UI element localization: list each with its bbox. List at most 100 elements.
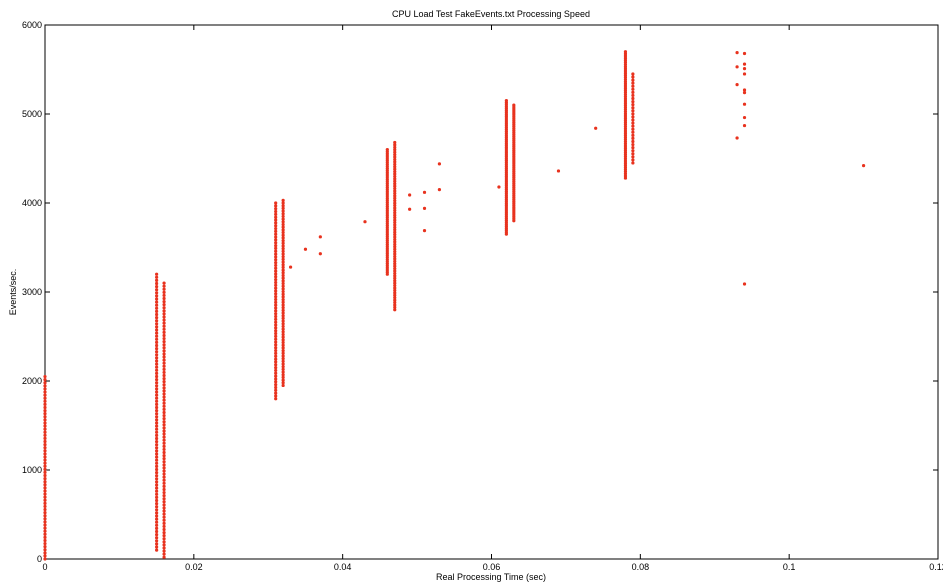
data-point [742, 88, 747, 92]
data-point [393, 308, 397, 312]
data-point [274, 201, 278, 205]
data-point [155, 343, 159, 348]
data-point [43, 390, 47, 394]
data-point [162, 309, 166, 313]
data-point [162, 395, 166, 399]
data-point [274, 309, 278, 313]
data-point [155, 374, 159, 379]
data-point [155, 415, 159, 419]
data-point [43, 378, 47, 382]
data-point [162, 324, 166, 328]
data-point [162, 429, 166, 433]
data-point [631, 158, 635, 162]
data-point [162, 413, 166, 418]
data-point [43, 501, 47, 505]
data-point [162, 336, 166, 341]
data-point [281, 228, 285, 232]
data-point [155, 440, 159, 444]
data-point [393, 271, 397, 276]
data-point [393, 155, 397, 159]
data-point [162, 361, 166, 365]
data-point [281, 351, 285, 355]
data-point [631, 109, 635, 113]
data-point [43, 507, 47, 512]
data-point [393, 225, 397, 229]
data-point [393, 279, 397, 283]
data-point [631, 103, 635, 107]
data-point [623, 50, 628, 54]
data-point [162, 546, 166, 550]
data-point [274, 343, 278, 347]
axis-tick-labels: 0 0.02 0.04 0.06 0.08 0.1 0.12 0 1000 2000 3000 400… [22, 20, 943, 572]
data-point [155, 455, 159, 459]
data-point [281, 198, 285, 202]
data-point [43, 427, 47, 431]
data-point [162, 284, 166, 288]
data-point [274, 289, 278, 293]
data-point [162, 423, 166, 427]
data-point [43, 405, 47, 410]
data-point [162, 318, 166, 322]
data-point [281, 327, 285, 331]
data-point [162, 389, 166, 393]
data-point [43, 464, 47, 468]
data-point [155, 517, 159, 521]
data-point [631, 161, 635, 165]
data-point [155, 418, 159, 422]
data-point [274, 226, 278, 231]
data-point [274, 312, 278, 316]
data-point [281, 220, 285, 224]
data-point [43, 384, 47, 388]
data-point [155, 421, 159, 425]
data-point [155, 384, 159, 388]
data-point [162, 527, 166, 532]
data-point [274, 278, 278, 282]
data-point [274, 346, 278, 350]
data-point [43, 430, 47, 434]
data-point [422, 228, 427, 233]
data-point [155, 529, 159, 534]
data-point [861, 164, 866, 168]
data-point [155, 508, 159, 512]
data-point [393, 237, 397, 242]
data-point [162, 481, 166, 485]
y-tick-label: 6000 [22, 20, 42, 30]
data-point [631, 84, 635, 88]
data-point [631, 81, 635, 85]
data-point [742, 67, 747, 71]
data-point [281, 238, 285, 243]
data-point [43, 514, 47, 518]
x-tick-label: 0.02 [185, 562, 203, 572]
data-point [43, 526, 47, 530]
data-point [318, 252, 322, 256]
data-point [422, 206, 427, 210]
x-tick-label: 0 [42, 562, 47, 572]
data-point [735, 65, 739, 69]
data-point [274, 320, 278, 324]
data-point [155, 520, 159, 524]
data-point [155, 319, 159, 323]
data-point [281, 249, 285, 253]
data-point [155, 371, 159, 375]
data-point [274, 360, 278, 364]
data-point [281, 357, 285, 361]
data-point [155, 396, 159, 400]
data-point [274, 323, 278, 327]
data-point [281, 289, 285, 294]
data-point [155, 536, 159, 540]
data-point [281, 279, 285, 283]
data-point [155, 495, 159, 499]
data-point [281, 212, 285, 216]
data-point [162, 296, 166, 301]
data-point [274, 340, 278, 344]
data-point [742, 115, 747, 120]
data-point [43, 557, 47, 561]
data-point [274, 317, 278, 321]
x-tick-label: 0.12 [929, 562, 943, 572]
data-point [43, 449, 47, 453]
data-point [155, 433, 159, 437]
data-point [274, 204, 278, 208]
data-point [393, 143, 397, 147]
data-point [155, 393, 159, 397]
data-point [281, 340, 285, 345]
